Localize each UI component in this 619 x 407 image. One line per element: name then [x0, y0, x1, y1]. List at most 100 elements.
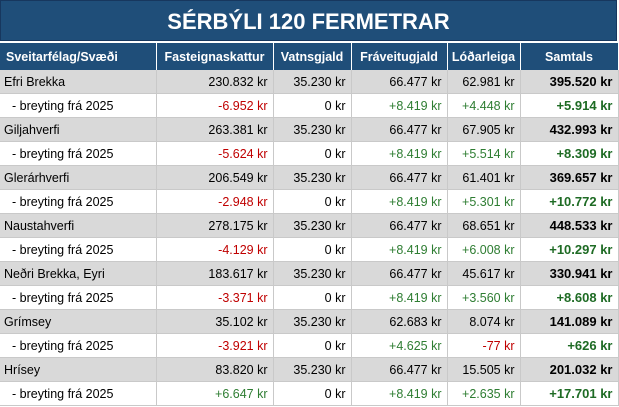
change-cell: -6.952 kr: [156, 93, 274, 118]
total-change-cell: +626 kr: [520, 333, 619, 358]
change-row: - breyting frá 2025 -3.921 kr 0 kr +4.625 k…: [0, 333, 619, 358]
change-cell: +8.419 kr: [351, 237, 448, 262]
value-cell: 35.230 kr: [273, 261, 352, 286]
change-row: - breyting frá 2025 -5.624 kr 0 kr +8.419 k…: [0, 141, 619, 166]
change-cell: 0 kr: [273, 237, 352, 262]
value-cell: 83.820 kr: [156, 357, 274, 382]
header-property-tax: Fasteignaskattur: [156, 43, 274, 70]
change-cell: +8.419 kr: [351, 141, 448, 166]
header-sewage-fee: Fráveitugjald: [351, 43, 448, 70]
total-cell: 395.520 kr: [520, 70, 619, 94]
value-cell: 230.832 kr: [156, 70, 274, 94]
change-cell: -2.948 kr: [156, 189, 274, 214]
header-water-fee: Vatnsgjald: [273, 43, 352, 70]
total-change-cell: +10.297 kr: [520, 237, 619, 262]
table-row: Glerárhverfi 206.549 kr 35.230 kr 66.477 kr…: [0, 165, 619, 190]
change-cell: +4.448 kr: [447, 93, 521, 118]
change-cell: 0 kr: [273, 189, 352, 214]
value-cell: 62.981 kr: [447, 70, 521, 94]
value-cell: 278.175 kr: [156, 213, 274, 238]
change-cell: -3.371 kr: [156, 285, 274, 310]
table-row: Grímsey 35.102 kr 35.230 kr 62.683 kr 8.074 …: [0, 309, 619, 334]
table-body: Efri Brekka 230.832 kr 35.230 kr 66.477 kr 6…: [0, 70, 619, 406]
value-cell: 66.477 kr: [351, 117, 448, 142]
value-cell: 35.230 kr: [273, 213, 352, 238]
table-title: SÉRBÝLI 120 FERMETRAR: [0, 0, 617, 41]
change-cell: +6.008 kr: [447, 237, 521, 262]
change-label: - breyting frá 2025: [0, 237, 157, 262]
change-cell: +8.419 kr: [351, 285, 448, 310]
area-name: Neðri Brekka, Eyri: [0, 261, 157, 286]
change-label: - breyting frá 2025: [0, 381, 157, 406]
change-cell: +5.301 kr: [447, 189, 521, 214]
value-cell: 66.477 kr: [351, 165, 448, 190]
value-cell: 183.617 kr: [156, 261, 274, 286]
total-cell: 141.089 kr: [520, 309, 619, 334]
change-cell: 0 kr: [273, 141, 352, 166]
change-cell: 0 kr: [273, 381, 352, 406]
change-row: - breyting frá 2025 -6.952 kr 0 kr +8.419 k…: [0, 93, 619, 118]
value-cell: 62.683 kr: [351, 309, 448, 334]
change-cell: -5.624 kr: [156, 141, 274, 166]
total-change-cell: +17.701 kr: [520, 381, 619, 406]
total-change-cell: +5.914 kr: [520, 93, 619, 118]
value-cell: 66.477 kr: [351, 357, 448, 382]
header-area: Sveitarfélag/Svæði: [0, 43, 157, 70]
change-cell: -77 kr: [447, 333, 521, 358]
change-label: - breyting frá 2025: [0, 189, 157, 214]
area-name: Giljahverfi: [0, 117, 157, 142]
value-cell: 66.477 kr: [351, 213, 448, 238]
total-change-cell: +8.309 kr: [520, 141, 619, 166]
change-cell: +4.625 kr: [351, 333, 448, 358]
table-row: Naustahverfi 278.175 kr 35.230 kr 66.477 kr…: [0, 213, 619, 238]
value-cell: 66.477 kr: [351, 70, 448, 94]
change-label: - breyting frá 2025: [0, 333, 157, 358]
change-row: - breyting frá 2025 -3.371 kr 0 kr +8.419 k…: [0, 285, 619, 310]
change-label: - breyting frá 2025: [0, 93, 157, 118]
change-cell: 0 kr: [273, 333, 352, 358]
value-cell: 35.230 kr: [273, 357, 352, 382]
value-cell: 66.477 kr: [351, 261, 448, 286]
price-table: Sveitarfélag/Svæði Fasteignaskattur Vatn…: [0, 43, 619, 406]
change-cell: -4.129 kr: [156, 237, 274, 262]
area-name: Naustahverfi: [0, 213, 157, 238]
total-change-cell: +8.608 kr: [520, 285, 619, 310]
header-total: Samtals: [520, 43, 619, 70]
total-cell: 201.032 kr: [520, 357, 619, 382]
change-row: - breyting frá 2025 +6.647 kr 0 kr +8.419 k…: [0, 381, 619, 406]
value-cell: 15.505 kr: [447, 357, 521, 382]
area-name: Grímsey: [0, 309, 157, 334]
change-cell: 0 kr: [273, 285, 352, 310]
change-cell: +8.419 kr: [351, 189, 448, 214]
value-cell: 35.230 kr: [273, 70, 352, 94]
header-land-lease: Lóðarleiga: [447, 43, 521, 70]
value-cell: 263.381 kr: [156, 117, 274, 142]
header-row: Sveitarfélag/Svæði Fasteignaskattur Vatn…: [0, 43, 619, 70]
change-label: - breyting frá 2025: [0, 141, 157, 166]
value-cell: 67.905 kr: [447, 117, 521, 142]
value-cell: 35.230 kr: [273, 165, 352, 190]
value-cell: 68.651 kr: [447, 213, 521, 238]
total-cell: 448.533 kr: [520, 213, 619, 238]
change-cell: +5.514 kr: [447, 141, 521, 166]
total-cell: 330.941 kr: [520, 261, 619, 286]
change-row: - breyting frá 2025 -2.948 kr 0 kr +8.419 k…: [0, 189, 619, 214]
value-cell: 61.401 kr: [447, 165, 521, 190]
area-name: Hrísey: [0, 357, 157, 382]
value-cell: 8.074 kr: [447, 309, 521, 334]
area-name: Efri Brekka: [0, 70, 157, 94]
total-change-cell: +10.772 kr: [520, 189, 619, 214]
table-row: Neðri Brekka, Eyri 183.617 kr 35.230 kr 66.…: [0, 261, 619, 286]
change-label: - breyting frá 2025: [0, 285, 157, 310]
table-row: Efri Brekka 230.832 kr 35.230 kr 66.477 kr 6…: [0, 70, 619, 94]
table-row: Giljahverfi 263.381 kr 35.230 kr 66.477 kr 6…: [0, 117, 619, 142]
change-cell: +8.419 kr: [351, 93, 448, 118]
value-cell: 35.102 kr: [156, 309, 274, 334]
change-cell: +6.647 kr: [156, 381, 274, 406]
change-cell: +2.635 kr: [447, 381, 521, 406]
change-row: - breyting frá 2025 -4.129 kr 0 kr +8.419 k…: [0, 237, 619, 262]
table-row: Hrísey 83.820 kr 35.230 kr 66.477 kr 15.505 …: [0, 357, 619, 382]
value-cell: 45.617 kr: [447, 261, 521, 286]
total-cell: 369.657 kr: [520, 165, 619, 190]
value-cell: 206.549 kr: [156, 165, 274, 190]
